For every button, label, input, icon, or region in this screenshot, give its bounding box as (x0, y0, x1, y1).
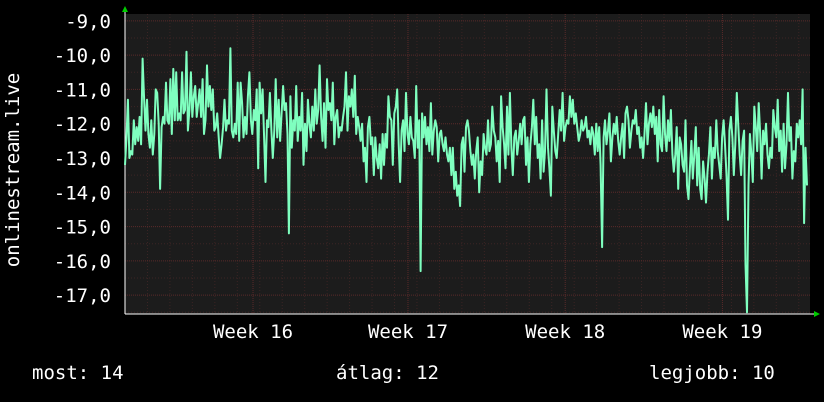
y-tick-label: -14,0 (54, 182, 111, 204)
y-tick-label: -13,0 (54, 148, 111, 170)
x-tick-label: Week 18 (525, 321, 605, 343)
x-axis-arrow (814, 311, 820, 317)
y-axis-arrow (122, 6, 128, 12)
stat-best: legjobb: 10 (649, 362, 775, 384)
x-tick-label: Week 19 (682, 321, 762, 343)
stat-average: átlag: 12 (336, 362, 439, 384)
y-tick-label: -17,0 (54, 285, 111, 307)
y-tick-label: -10,0 (54, 45, 111, 67)
x-tick-label: Week 16 (213, 321, 293, 343)
x-tick-label: Week 17 (368, 321, 448, 343)
y-tick-label: -11,0 (54, 79, 111, 101)
y-tick-label: -16,0 (54, 251, 111, 273)
stat-current: most: 14 (32, 362, 124, 384)
y-axis-label: onlinestream.live (2, 73, 24, 267)
series-line (124, 47, 808, 314)
y-tick-label: -9,0 (65, 11, 111, 33)
y-tick-label: -15,0 (54, 217, 111, 239)
y-tick-label: -12,0 (54, 114, 111, 136)
